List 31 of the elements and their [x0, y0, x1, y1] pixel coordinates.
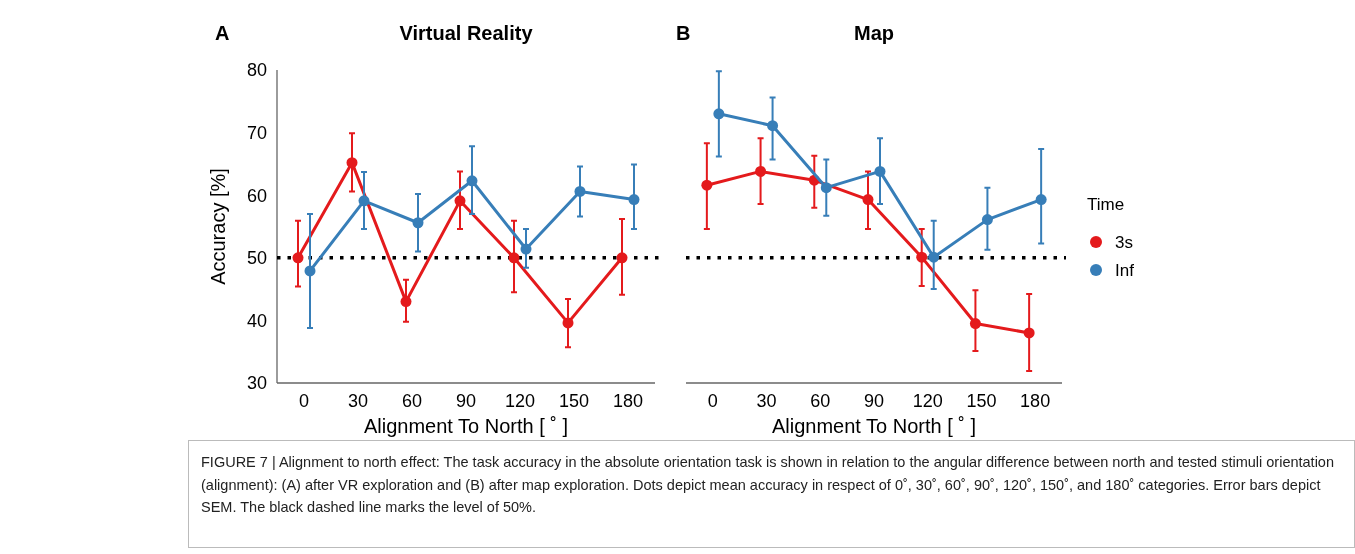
y-tick-label: 80	[246, 60, 267, 81]
text: B	[676, 22, 691, 44]
x-tick-label: 30	[347, 391, 369, 411]
x-tick-label: 30	[756, 391, 777, 411]
x-tick-label: 120	[912, 391, 943, 411]
chart-title: Virtual Reality	[399, 22, 534, 44]
x-tick-label: 180	[612, 391, 644, 411]
x-tick-label: 0	[707, 391, 718, 411]
x-tick-label: 120	[504, 391, 536, 411]
legend-label: Inf	[1115, 260, 1135, 280]
x-tick-label: 90	[455, 391, 477, 411]
x-tick-label: 60	[810, 391, 831, 411]
chart-title: Map	[854, 22, 894, 44]
legend-title: Time	[1087, 195, 1125, 214]
x-tick-label: 90	[863, 391, 885, 411]
y-axis-title: Accuracy [%]	[207, 168, 229, 285]
x-tick-label: 150	[558, 391, 590, 411]
x-tick-label: 180	[1020, 391, 1051, 411]
y-tick-label: 60	[246, 185, 267, 206]
x-tick-label: 0	[298, 391, 310, 411]
y-tick-label: 70	[246, 122, 267, 143]
y-tick-label: 40	[246, 310, 267, 331]
x-axis-title: Alignment To North [ ˚ ]	[771, 415, 977, 437]
x-axis-title: Alignment To North [ ˚ ]	[363, 415, 569, 437]
y-tick-label: 30	[246, 373, 267, 394]
caption: FIGURE 7 | Alignment to north effect: The task accuracy in the absolute orientation task is shown in relation to the angular difference between north and tested stimuli orientation (alignment): (A) after VR exploration and (B) after map exploration. Dots depict mean accuracy in respect of 0˚, 30˚, 60˚, 90˚, 120˚, 150˚, and 180˚ categories. Error bars depict SEM. The black dashed line marks the level of 50%.	[188, 440, 1355, 548]
x-tick-label: 60	[401, 391, 423, 411]
y-tick-label: 50	[246, 248, 267, 269]
text: A	[215, 22, 230, 44]
x-tick-label: 150	[966, 391, 997, 411]
legend-label: 3s	[1115, 232, 1133, 252]
